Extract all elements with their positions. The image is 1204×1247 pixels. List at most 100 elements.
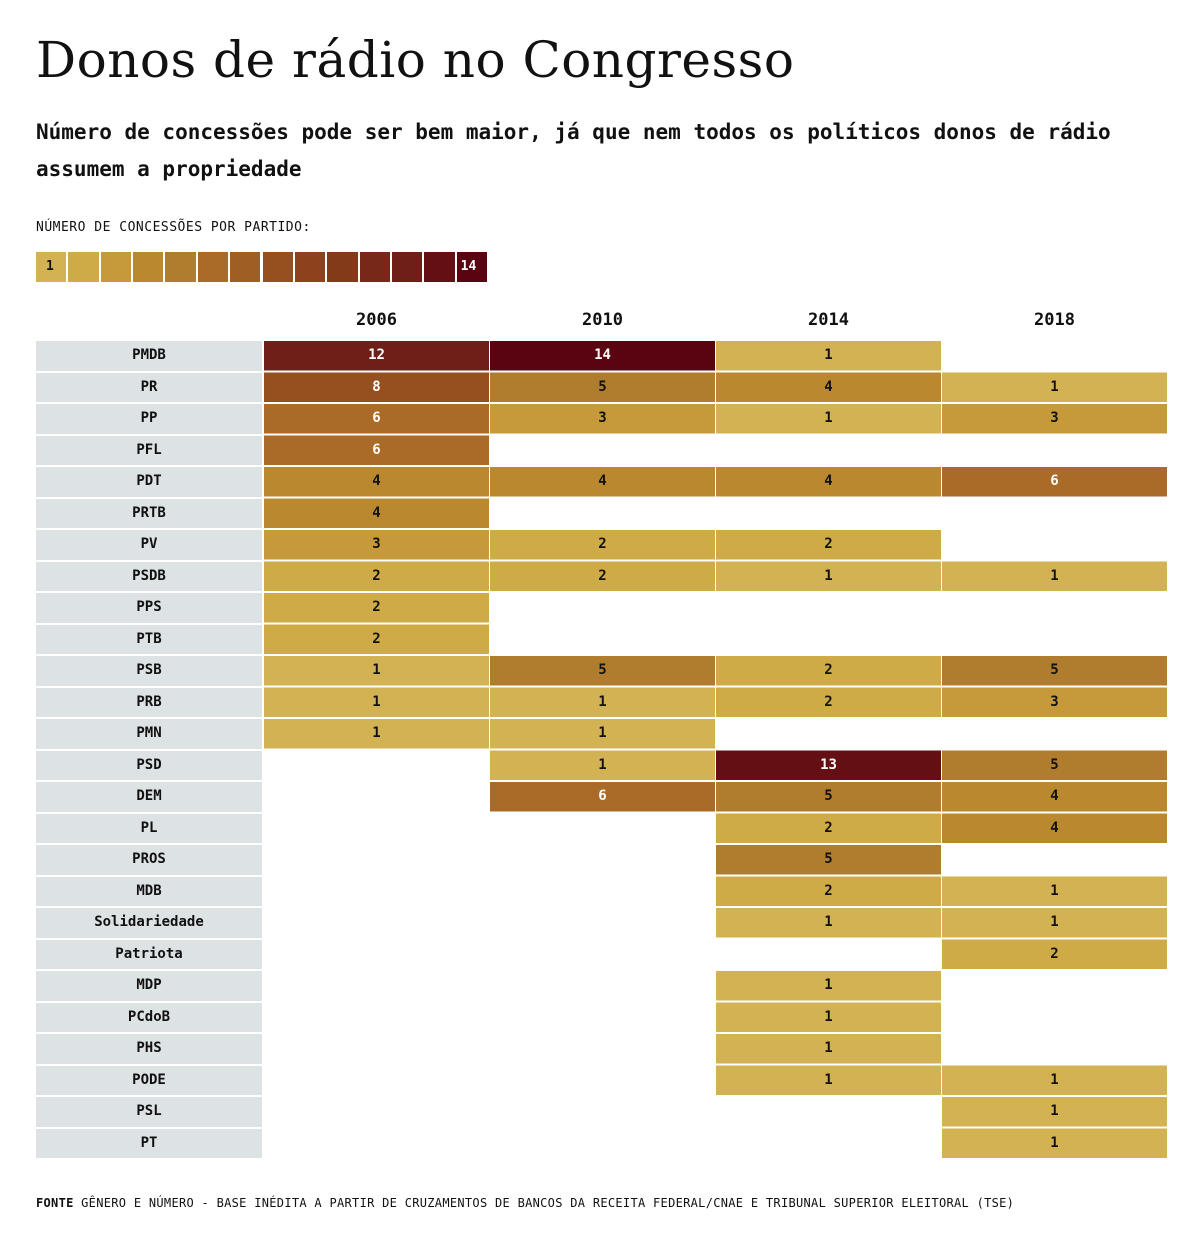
- cell-value-label: 3: [598, 410, 607, 426]
- row-label: PHS: [36, 1034, 262, 1064]
- cell-value-label: 6: [1050, 473, 1059, 489]
- heatmap-cell: [716, 782, 941, 812]
- cell-value-label: 2: [824, 662, 833, 678]
- heatmap-cell: [490, 530, 715, 560]
- cell-value-label: 1: [824, 1071, 833, 1088]
- legend-swatch: [424, 252, 457, 282]
- heatmap-cell: [490, 782, 715, 812]
- heatmap-cell: [942, 1128, 1167, 1158]
- heatmap-cell: [264, 561, 489, 591]
- heatmap-cell: [716, 813, 941, 843]
- heatmap-cell: [264, 687, 489, 717]
- heatmap-cell: [716, 908, 941, 938]
- heatmap-cell: [716, 467, 941, 497]
- legend-swatch: [359, 252, 392, 282]
- row-label: DEM: [36, 782, 262, 812]
- cell-value-label: 1: [824, 347, 833, 363]
- cell-value-label: 13: [820, 756, 837, 773]
- cell-value-label: 3: [372, 536, 381, 552]
- heatmap-cell: [490, 719, 715, 749]
- cell-value-label: 6: [372, 410, 381, 426]
- row-label: PSDB: [36, 561, 262, 591]
- source-note: FONTE GÊNERO E NÚMERO - BASE INÉDITA A P…: [36, 1196, 1014, 1210]
- heatmap-cell: [716, 687, 941, 717]
- cell-value-label: 2: [824, 693, 833, 710]
- cell-value-label: 6: [372, 441, 381, 458]
- row-label: PSD: [36, 750, 262, 780]
- heatmap-cell: [942, 876, 1167, 906]
- heatmap-cell: [716, 1034, 941, 1064]
- legend-swatch: [391, 252, 425, 282]
- heatmap-cell: [264, 372, 489, 402]
- row-label: PRB: [36, 687, 262, 717]
- legend-swatch: [230, 252, 263, 282]
- cell-value-label: 6: [598, 788, 607, 804]
- heatmap-cell: [490, 750, 715, 780]
- heatmap-cell: [942, 372, 1167, 402]
- heatmap-cell: [716, 530, 941, 560]
- cell-value-label: 2: [598, 567, 607, 584]
- cell-value-label: 3: [1050, 410, 1059, 426]
- cell-value-label: 2: [824, 882, 833, 899]
- row-label: PTB: [36, 624, 262, 654]
- cell-value-label: 12: [368, 347, 385, 363]
- heatmap-cell: [264, 341, 489, 371]
- heatmap-cell: [716, 971, 941, 1001]
- heatmap-cell: [264, 624, 489, 654]
- cell-value-label: 1: [372, 725, 381, 741]
- legend-swatch: [133, 252, 166, 282]
- heatmap-cell: [942, 656, 1167, 686]
- cell-value-label: 1: [372, 693, 381, 710]
- row-label: PODE: [36, 1065, 262, 1095]
- cell-value-label: 1: [824, 567, 833, 584]
- heatmap-cell: [716, 1002, 941, 1032]
- cell-value-label: 2: [372, 599, 381, 615]
- cell-value-label: 1: [1050, 1134, 1059, 1151]
- cell-value-label: 1: [1050, 882, 1059, 899]
- legend-label: NÚMERO DE CONCESSÕES POR PARTIDO:: [36, 220, 311, 235]
- cell-value-label: 1: [824, 1008, 833, 1025]
- heatmap-cell: [490, 404, 715, 434]
- legend-swatch: [68, 252, 101, 282]
- column-header: 2010: [582, 310, 623, 330]
- row-label: MDB: [36, 876, 262, 906]
- cell-value-label: 3: [1050, 693, 1059, 710]
- cell-value-label: 2: [824, 536, 833, 552]
- cell-value-label: 4: [824, 473, 833, 489]
- heatmap-cell: [942, 467, 1167, 497]
- legend-swatch: [36, 252, 69, 282]
- heatmap-cell: [716, 876, 941, 906]
- cell-value-label: 2: [824, 819, 833, 836]
- color-legend: 1 14: [36, 252, 489, 282]
- heatmap-cell: [490, 341, 715, 371]
- heatmap-cell: [716, 656, 941, 686]
- cell-value-label: 5: [598, 378, 607, 395]
- heatmap-cell: [942, 908, 1167, 938]
- heatmap-cell: [490, 687, 715, 717]
- heatmap-cell: [942, 813, 1167, 843]
- heatmap-cell: [716, 372, 941, 402]
- heatmap-cell: [264, 530, 489, 560]
- cell-value-label: 5: [824, 788, 833, 804]
- legend-min-label: 1: [46, 259, 54, 274]
- cell-value-label: 1: [372, 662, 381, 678]
- cell-value-label: 1: [598, 725, 607, 741]
- source-label: FONTE: [36, 1196, 74, 1210]
- heatmap-cell: [490, 656, 715, 686]
- heatmap-cell: [264, 593, 489, 623]
- cell-value-label: 1: [824, 914, 833, 930]
- heatmap-cell: [264, 467, 489, 497]
- heatmap-cell: [490, 372, 715, 402]
- cell-value-label: 1: [1050, 378, 1059, 395]
- cell-value-label: 2: [1050, 945, 1059, 962]
- heatmap-cell: [716, 845, 941, 875]
- row-label: PRTB: [36, 498, 262, 528]
- source-text: GÊNERO E NÚMERO - BASE INÉDITA A PARTIR …: [81, 1196, 1015, 1210]
- heatmap-cell: [716, 750, 941, 780]
- cell-value-label: 2: [372, 630, 381, 647]
- legend-swatch: [456, 252, 489, 282]
- row-label: PSL: [36, 1097, 262, 1127]
- row-label: PP: [36, 404, 262, 434]
- cell-value-label: 1: [824, 410, 833, 426]
- heatmap-cell: [264, 404, 489, 434]
